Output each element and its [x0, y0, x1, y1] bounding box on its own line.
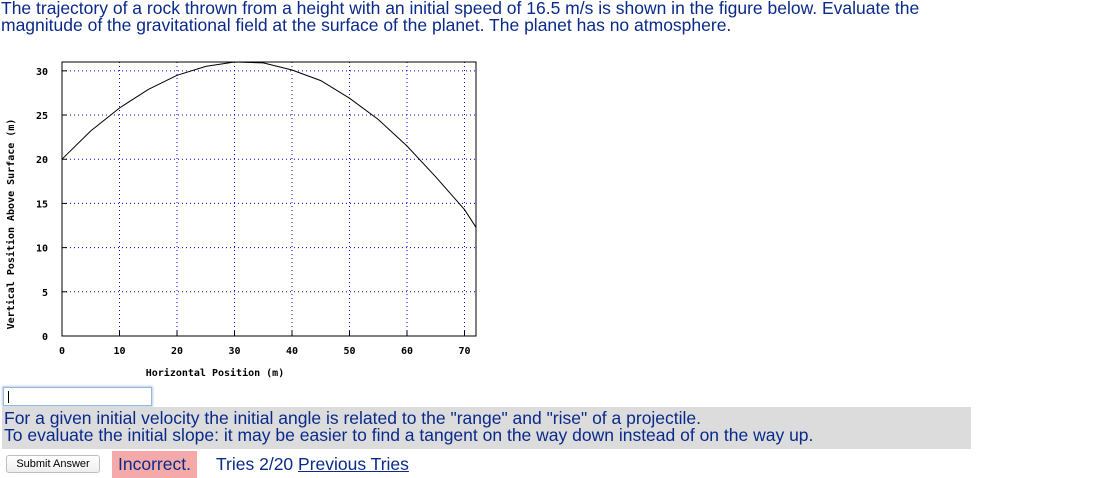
- hint-box: For a given initial velocity the initial…: [2, 407, 971, 449]
- trajectory-chart: 0 10 20 30 40 50 60 70 0 5 10 15 20 25 30 Horizontal P…: [0, 50, 490, 385]
- question-line-2: magnitude of the gravitational field at …: [1, 15, 732, 35]
- plot-frame: [61, 61, 477, 337]
- x-tick-label: 60: [401, 346, 413, 357]
- y-tick-label: 20: [36, 155, 48, 166]
- y-tick-label: 15: [36, 199, 48, 210]
- answer-input[interactable]: [3, 387, 152, 406]
- hint-line-2: To evaluate the initial slope: it may be…: [4, 425, 814, 445]
- incorrect-status-badge: Incorrect.: [112, 451, 197, 478]
- chart-ticks: 0 10 20 30 40 50 60 70 0 5 10 15 20 25 30: [36, 67, 471, 357]
- chart-grid: [62, 62, 476, 336]
- trajectory-curve: [61, 61, 477, 228]
- y-tick-label: 10: [36, 244, 48, 255]
- x-tick-label: 10: [113, 346, 125, 357]
- previous-tries-link[interactable]: Previous Tries: [298, 454, 409, 474]
- x-tick-label: 70: [458, 346, 470, 357]
- y-tick-label: 5: [42, 288, 48, 299]
- hint-line-1: For a given initial velocity the initial…: [4, 408, 702, 428]
- y-tick-label: 30: [36, 67, 48, 78]
- y-tick-label: 25: [36, 111, 48, 122]
- tries-count: Tries 2/20: [216, 454, 294, 474]
- x-tick-label: 50: [343, 346, 355, 357]
- question-text: The trajectory of a rock thrown from a h…: [1, 0, 1107, 34]
- text-cursor: [8, 391, 9, 403]
- x-tick-label: 40: [286, 346, 298, 357]
- x-tick-label: 20: [171, 346, 183, 357]
- x-tick-label: 30: [228, 346, 240, 357]
- x-axis-label: Horizontal Position (m): [146, 367, 284, 379]
- tries-area: Tries 2/20 Previous Tries: [216, 451, 409, 478]
- y-tick-label: 0: [42, 332, 48, 343]
- submit-answer-button[interactable]: Submit Answer: [6, 455, 100, 473]
- x-tick-label: 0: [59, 346, 65, 357]
- question-line-1: The trajectory of a rock thrown from a h…: [1, 0, 920, 18]
- y-axis-label: Vertical Position Above Surface (m): [5, 119, 17, 330]
- trajectory-chart-svg: 0 10 20 30 40 50 60 70 0 5 10 15 20 25 30 Horizontal P…: [5, 61, 477, 379]
